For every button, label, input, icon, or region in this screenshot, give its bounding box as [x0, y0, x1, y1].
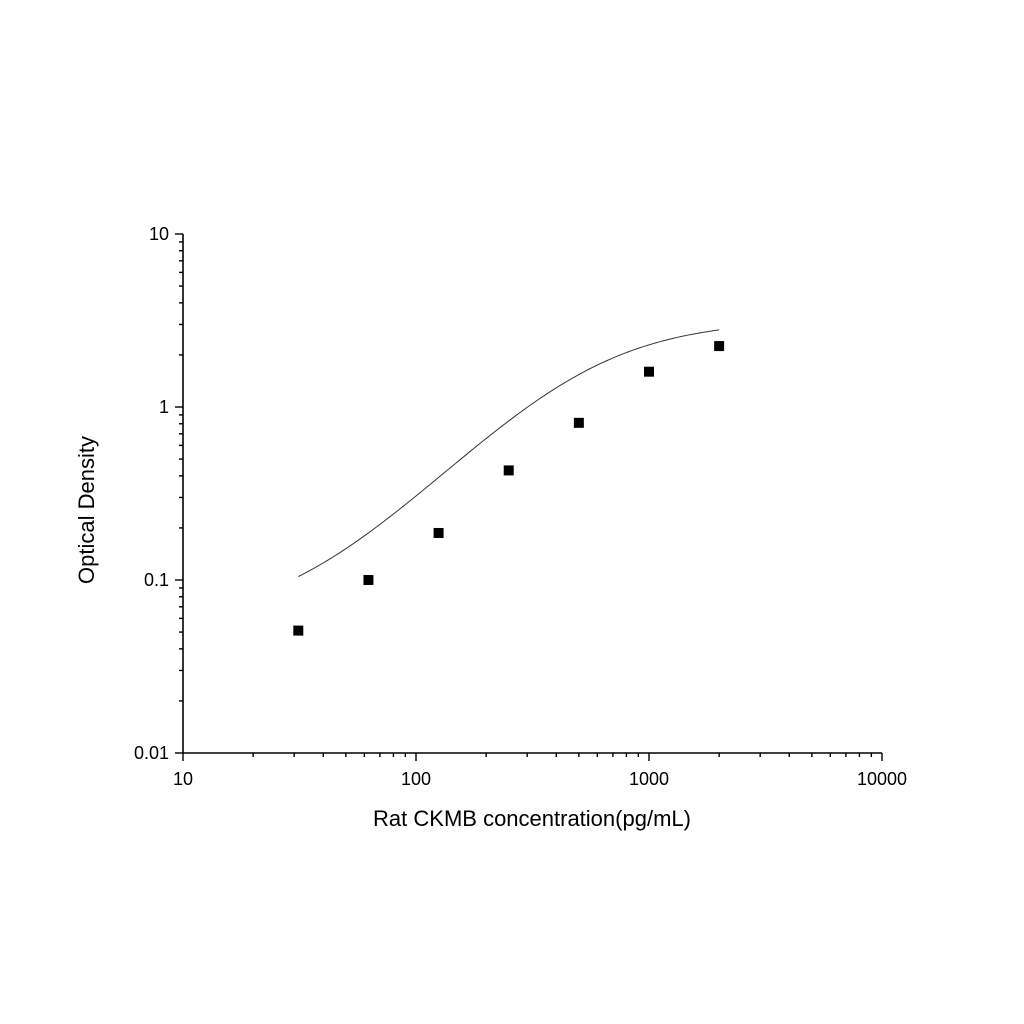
- y-tick-label: 10: [149, 224, 169, 244]
- data-point: [503, 465, 514, 476]
- y-axis-title: Optical Density: [74, 436, 99, 584]
- y-tick-label: 0.1: [144, 570, 169, 590]
- x-tick-label: 10: [173, 769, 193, 789]
- x-axis-title: Rat CKMB concentration(pg/mL): [373, 806, 691, 831]
- data-point: [433, 527, 444, 538]
- data-point: [573, 417, 584, 428]
- y-axis-major-ticks: [175, 233, 183, 754]
- x-tick-label: 1000: [629, 769, 669, 789]
- y-tick-label: 0.01: [134, 743, 169, 763]
- fit-curve: [298, 329, 720, 578]
- data-point: [714, 341, 725, 352]
- x-tick-label: 100: [401, 769, 431, 789]
- data-point: [644, 366, 654, 377]
- x-axis-major-ticks: [182, 753, 883, 761]
- data-point: [363, 575, 374, 585]
- y-tick-label: 1: [159, 397, 169, 417]
- x-tick-label: 10000: [857, 769, 907, 789]
- data-points: [293, 341, 725, 636]
- data-point: [293, 625, 304, 636]
